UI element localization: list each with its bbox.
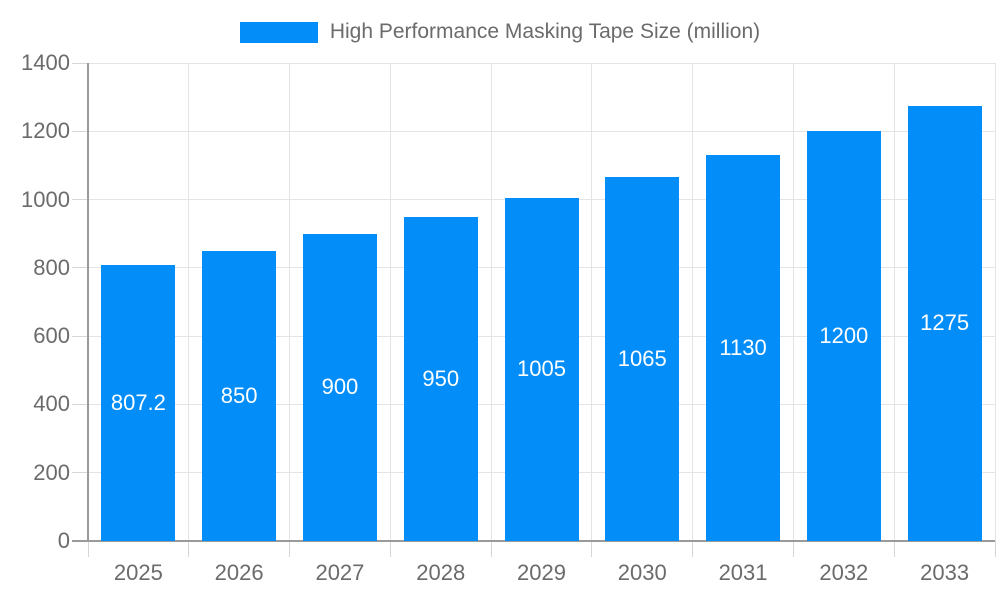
y-axis-label: 0 (57, 528, 70, 553)
bar-2033[interactable] (907, 105, 982, 541)
y-axis-label: 1200 (21, 118, 70, 144)
x-gridline (188, 63, 190, 541)
x-gridline (792, 63, 794, 541)
y-axis-tick (72, 130, 88, 132)
bar-2031[interactable] (706, 155, 781, 541)
y-axis-label: 400 (33, 391, 70, 417)
y-axis-tick (72, 472, 88, 474)
x-axis-tick (87, 541, 89, 557)
x-axis-label: 2029 (517, 560, 566, 585)
x-axis-label: 2027 (315, 560, 365, 585)
x-axis-label: 2032 (819, 560, 869, 585)
legend-label: High Performance Masking Tape Size (mill… (329, 20, 761, 43)
bar-2026[interactable] (202, 250, 277, 541)
x-axis-tick (188, 541, 190, 557)
y-axis-label: 1000 (21, 186, 70, 212)
x-axis-tick (389, 541, 391, 557)
bar-2028[interactable] (403, 216, 478, 541)
x-axis-tick (994, 541, 996, 557)
bar-2027[interactable] (302, 233, 377, 541)
x-axis-label: 2028 (416, 560, 466, 585)
legend-swatch[interactable] (239, 21, 318, 43)
y-gridline (88, 130, 995, 132)
x-gridline (893, 63, 895, 541)
y-axis-tick (72, 62, 88, 64)
x-axis-tick (490, 541, 492, 557)
bar-2025[interactable] (101, 265, 176, 541)
x-axis-label: 2030 (617, 560, 667, 585)
x-axis-label: 2025 (113, 560, 163, 585)
x-axis-label: 2026 (214, 560, 264, 585)
bar-2030[interactable] (605, 177, 680, 541)
y-axis-tick (72, 335, 88, 337)
x-axis-line (72, 540, 995, 542)
x-gridline (591, 63, 593, 541)
y-axis-line (87, 63, 89, 541)
y-gridline (88, 62, 995, 64)
y-axis-tick (72, 403, 88, 405)
x-axis-label: 2033 (920, 560, 970, 585)
y-axis-label: 200 (33, 459, 70, 485)
bar-2029[interactable] (504, 197, 579, 541)
x-gridline (692, 63, 694, 541)
bar-2032[interactable] (806, 131, 881, 541)
x-gridline (994, 63, 996, 541)
x-axis-tick (792, 541, 794, 557)
x-axis-label: 2031 (718, 560, 768, 585)
x-axis-tick (893, 541, 895, 557)
x-axis-tick (591, 541, 593, 557)
y-axis-tick (72, 267, 88, 269)
y-axis-label: 800 (33, 254, 70, 280)
y-axis-label: 1400 (21, 50, 70, 75)
chart-legend[interactable]: High Performance Masking Tape Size (mill… (0, 20, 1000, 44)
y-axis-tick (72, 199, 88, 201)
y-axis-label: 600 (33, 323, 70, 349)
x-gridline (389, 63, 391, 541)
x-axis-tick (289, 541, 291, 557)
x-axis-tick (692, 541, 694, 557)
x-gridline (490, 63, 492, 541)
x-gridline (289, 63, 291, 541)
